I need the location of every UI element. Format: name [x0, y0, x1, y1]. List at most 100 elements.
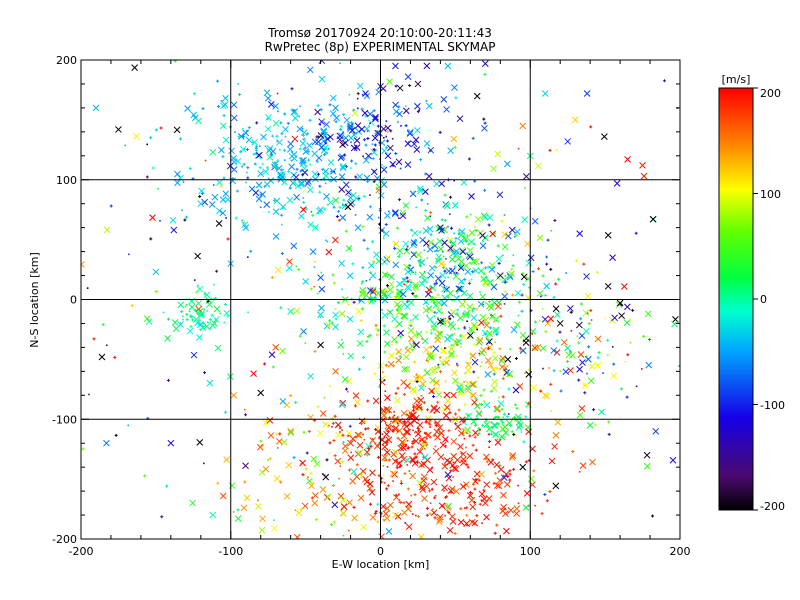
data-point [490, 422, 498, 429]
data-point [342, 112, 346, 116]
data-point [267, 100, 275, 108]
data-point [397, 254, 401, 258]
data-point [317, 132, 325, 139]
data-point [436, 400, 440, 404]
data-point [469, 354, 472, 356]
data-point [395, 348, 403, 355]
data-point [362, 420, 366, 424]
data-point [216, 79, 220, 83]
data-point [472, 429, 479, 437]
data-point [425, 100, 428, 102]
data-point [377, 192, 385, 199]
data-point [195, 117, 202, 125]
data-point [505, 368, 507, 370]
data-point [399, 461, 401, 464]
data-point [613, 179, 621, 187]
data-point [466, 432, 468, 434]
data-point [171, 319, 179, 326]
data-point [306, 150, 310, 154]
data-point [279, 347, 286, 355]
data-point [463, 278, 467, 282]
data-point [454, 255, 462, 263]
data-point [413, 341, 420, 349]
data-point [594, 335, 602, 343]
data-point [302, 197, 305, 199]
data-point [398, 466, 401, 468]
data-point [255, 151, 263, 159]
data-point [279, 203, 287, 211]
data-point [398, 501, 401, 504]
data-point [270, 525, 278, 532]
data-point [418, 230, 422, 234]
data-point [502, 416, 505, 419]
data-point [240, 504, 248, 512]
x-tick-label: -200 [69, 545, 94, 558]
data-point [397, 105, 401, 109]
colorbar-tick-label: -100 [760, 399, 785, 412]
data-point [280, 213, 284, 217]
data-point [494, 482, 501, 489]
data-point [306, 142, 313, 149]
data-point [417, 396, 425, 404]
data-point [635, 385, 638, 388]
data-point [300, 129, 308, 136]
data-point [383, 449, 391, 456]
data-point [246, 176, 250, 180]
data-point [267, 211, 270, 213]
data-point [436, 330, 440, 334]
data-point [339, 124, 343, 128]
data-point [385, 130, 389, 134]
data-point [232, 511, 235, 513]
data-point [487, 362, 494, 369]
data-point [404, 445, 407, 448]
data-point [519, 331, 527, 339]
data-point [640, 172, 648, 180]
data-point [354, 398, 361, 406]
data-point [286, 196, 294, 204]
data-point [584, 355, 592, 363]
data-point [576, 365, 583, 373]
data-point [406, 420, 414, 427]
data-point [244, 408, 246, 411]
data-point [327, 147, 330, 150]
data-point [504, 356, 512, 363]
data-point [536, 290, 544, 297]
data-point [423, 369, 431, 377]
data-point [384, 454, 388, 458]
data-point [338, 173, 346, 180]
data-point [301, 473, 305, 477]
data-point [361, 93, 364, 96]
data-point [556, 149, 558, 151]
data-point [416, 185, 424, 193]
data-point [582, 327, 590, 335]
data-point [554, 418, 562, 426]
data-point [275, 134, 279, 138]
data-point [280, 251, 284, 255]
data-point [241, 165, 243, 168]
data-point [317, 292, 319, 295]
data-point [369, 122, 371, 124]
data-point [420, 394, 423, 397]
data-point [515, 420, 517, 422]
data-point [194, 309, 198, 313]
data-point [444, 514, 446, 517]
data-point [566, 305, 574, 312]
data-point [514, 233, 518, 237]
data-point [501, 243, 509, 251]
data-point [344, 229, 348, 233]
data-point [384, 124, 392, 132]
data-point [384, 275, 387, 277]
data-point [337, 154, 345, 162]
data-point [272, 164, 276, 168]
data-point [316, 104, 320, 108]
data-point [311, 170, 319, 178]
data-point [452, 377, 459, 385]
data-point [441, 463, 449, 470]
data-point [401, 277, 408, 284]
data-point [223, 456, 231, 463]
data-point [497, 400, 505, 407]
data-point [403, 472, 407, 476]
data-point [386, 286, 394, 294]
data-point [587, 377, 595, 385]
data-point [399, 481, 403, 485]
